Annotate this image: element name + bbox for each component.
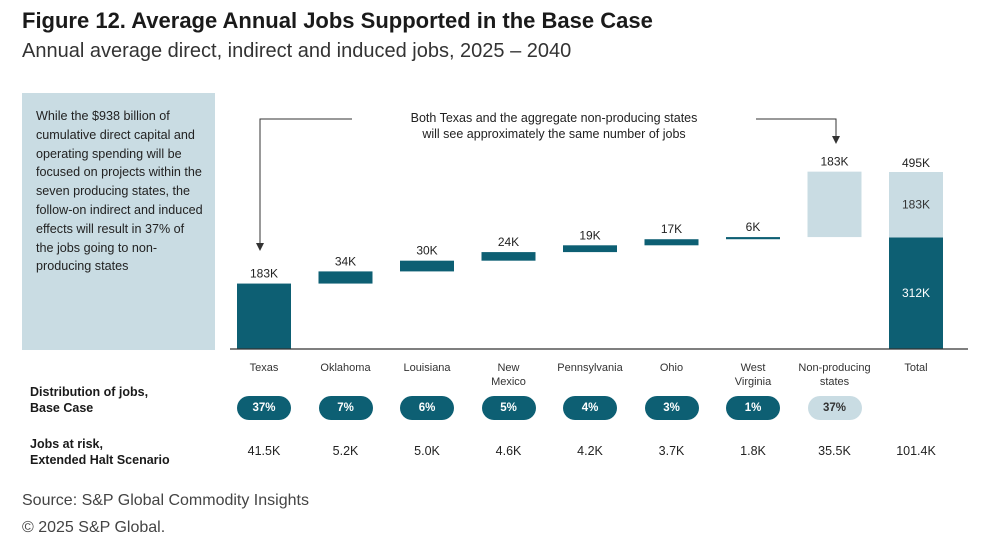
risk-label-line1: Jobs at risk, [30,437,103,451]
category-label-line-0: New [497,362,520,374]
risk-value-texas: 41.5K [247,444,281,458]
distribution-pill-pennsylvania: 4% [563,396,617,420]
distribution-label-line2: Base Case [30,401,94,415]
bar-ohio [644,239,699,246]
bar-value-label-ohio: 17K [661,222,682,236]
risk-value-pennsylvania: 4.2K [577,444,603,458]
category-label-texas: Texas [216,361,312,375]
bar-total-segment-1 [889,172,943,238]
bar-value-label-total: 495K [902,156,930,170]
risk-label-line2: Extended Halt Scenario [30,453,170,467]
bar-value-label-west-virginia: 6K [746,220,761,234]
copyright-note: © 2025 S&P Global. [22,519,166,536]
distribution-pill-oklahoma: 7% [318,396,373,420]
distribution-pill-non-producing-states: 37% [807,396,862,420]
annotation-right-arrow [756,118,840,144]
bar-value-label-texas: 183K [250,267,278,281]
bar-louisiana [400,260,454,272]
risk-value-non-producing-states: 35.5K [818,444,851,458]
category-label-line-1: states [819,376,850,388]
annotation-left-arrow [256,118,352,251]
bar-pennsylvania [563,245,617,253]
annotation-text-line2: will see approximately the same number o… [421,127,685,141]
category-label-line-0: Pennsylvania [557,362,623,374]
bar-new-mexico [481,252,536,261]
category-label-line-0: Oklahoma [320,362,371,374]
bar-total-segment-label-1: 183K [902,198,930,212]
distribution-label-line1: Distribution of jobs, [30,385,149,399]
bar-value-label-new-mexico: 24K [498,235,519,249]
figure-title: Figure 12. Average Annual Jobs Supported… [22,8,653,33]
category-label-louisiana: Louisiana [379,361,475,375]
risk-row-label: Jobs at risk, Extended Halt Scenario [30,436,170,468]
category-label-total: Total [868,361,964,375]
distribution-row-label: Distribution of jobs, Base Case [30,384,148,416]
risk-value-louisiana: 5.0K [414,444,440,458]
bar-oklahoma [318,271,373,284]
bar-total-segment-label-0: 312K [902,286,930,300]
figure-subtitle: Annual average direct, indirect and indu… [22,40,572,62]
category-label-oklahoma: Oklahoma [298,361,394,375]
category-label-line-1: Virginia [734,376,772,388]
category-label-west-virginia: West Virginia [705,361,801,389]
risk-value-new-mexico: 4.6K [495,444,522,458]
risk-value-west-virginia: 1.8K [740,444,766,458]
bar-value-label-non-producing-states: 183K [820,155,848,169]
bar-texas [237,283,291,349]
category-label-line-0: Louisiana [403,362,451,374]
risk-value-oklahoma: 5.2K [332,444,359,458]
bar-value-label-louisiana: 30K [416,244,437,258]
category-label-line-1: Mexico [491,376,526,388]
bar-total-segment-0 [889,237,943,349]
bar-non-producing-states [807,171,862,238]
risk-value-total: 101.4K [896,444,936,458]
bar-value-label-pennsylvania: 19K [579,228,600,242]
bar-west-virginia [726,237,780,240]
bar-value-label-oklahoma: 34K [335,254,356,268]
category-label-line-0: West [740,362,766,374]
category-label-pennsylvania: Pennsylvania [542,361,638,375]
distribution-pill-west-virginia: 1% [726,396,780,420]
distribution-pill-ohio: 3% [644,396,699,420]
distribution-pill-new-mexico: 5% [481,396,536,420]
callout-box: While the $938 billion of cumulative dir… [22,93,215,350]
source-note: Source: S&P Global Commodity Insights [22,492,309,509]
category-label-new-mexico: New Mexico [461,361,557,389]
annotation-text-line1: Both Texas and the aggregate non-produci… [411,111,698,125]
category-label-line-0: Non-producing [798,362,871,374]
category-label-line-0: Ohio [659,362,684,374]
distribution-pill-louisiana: 6% [400,396,454,420]
category-label-non-producing-states: Non-producing states [787,361,883,389]
risk-value-ohio: 3.7K [658,444,685,458]
category-label-ohio: Ohio [624,361,720,375]
category-label-line-0: Total [904,362,928,374]
annotation: Both Texas and the aggregate non-produci… [256,111,840,251]
distribution-pill-texas: 37% [237,396,291,420]
category-label-line-0: Texas [249,362,279,374]
